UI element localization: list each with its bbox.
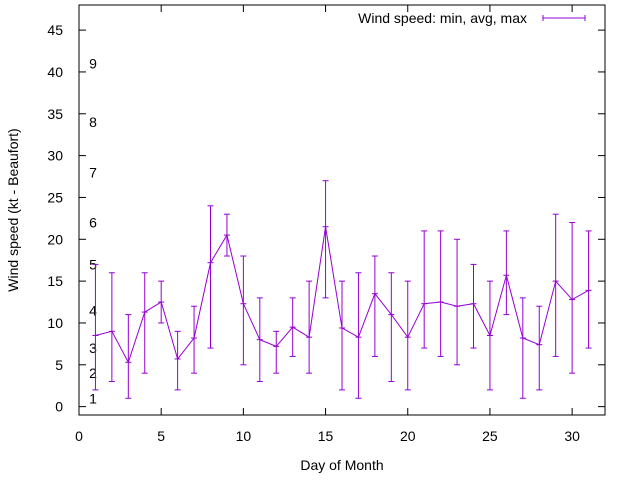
x-tick-label-15: 15: [318, 428, 334, 444]
y-tick-label-15: 15: [47, 273, 63, 289]
error-bar-day-17: [355, 272, 362, 399]
x-tick-label-5: 5: [157, 428, 165, 444]
y-tick-label-10: 10: [47, 315, 63, 331]
beaufort-label-1: 1: [89, 390, 97, 406]
error-bar-day-27: [519, 297, 526, 399]
axis-ticks: 0 5 10 15 20 25 30 0 5 10 15 20 25 30 35 40 45: [47, 5, 605, 444]
error-bar-day-4: [141, 272, 148, 374]
legend: Wind speed: min, avg, max: [358, 10, 586, 26]
x-tick-label-0: 0: [75, 428, 83, 444]
y-tick-label-5: 5: [55, 357, 63, 373]
beaufort-label-8: 8: [89, 114, 97, 130]
error-bar-day-10: [240, 255, 247, 366]
y-axis-label: Wind speed (kt - Beaufort): [5, 128, 21, 291]
y-tick-label-35: 35: [47, 106, 63, 122]
x-tick-label-10: 10: [236, 428, 252, 444]
series-group: [92, 180, 592, 399]
legend-label: Wind speed: min, avg, max: [358, 10, 527, 26]
y-tick-label-0: 0: [55, 399, 63, 415]
error-bar-day-16: [339, 280, 345, 391]
y-tick-label-25: 25: [47, 189, 63, 205]
beaufort-label-2: 2: [89, 365, 97, 381]
x-tick-label-25: 25: [482, 428, 498, 444]
beaufort-label-6: 6: [89, 215, 97, 231]
y-tick-label-45: 45: [47, 22, 63, 38]
x-axis-label: Day of Month: [300, 457, 383, 473]
x-tick-label-20: 20: [400, 428, 416, 444]
y-tick-label-30: 30: [47, 148, 63, 164]
plot-frame: [78, 4, 606, 416]
y-tick-label-40: 40: [47, 64, 63, 80]
error-bar-day-14: [306, 280, 313, 374]
x-tick-label-30: 30: [564, 428, 580, 444]
avg-line: [95, 226, 589, 364]
error-bar-day-15: [322, 180, 329, 299]
beaufort-label-4: 4: [89, 302, 97, 318]
error-bar-day-3: [125, 314, 132, 399]
y-tick-label-20: 20: [47, 231, 63, 247]
beaufort-label-9: 9: [89, 56, 97, 72]
error-bar-day-8: [207, 205, 214, 349]
beaufort-label-3: 3: [89, 340, 97, 356]
beaufort-label-7: 7: [89, 164, 97, 180]
